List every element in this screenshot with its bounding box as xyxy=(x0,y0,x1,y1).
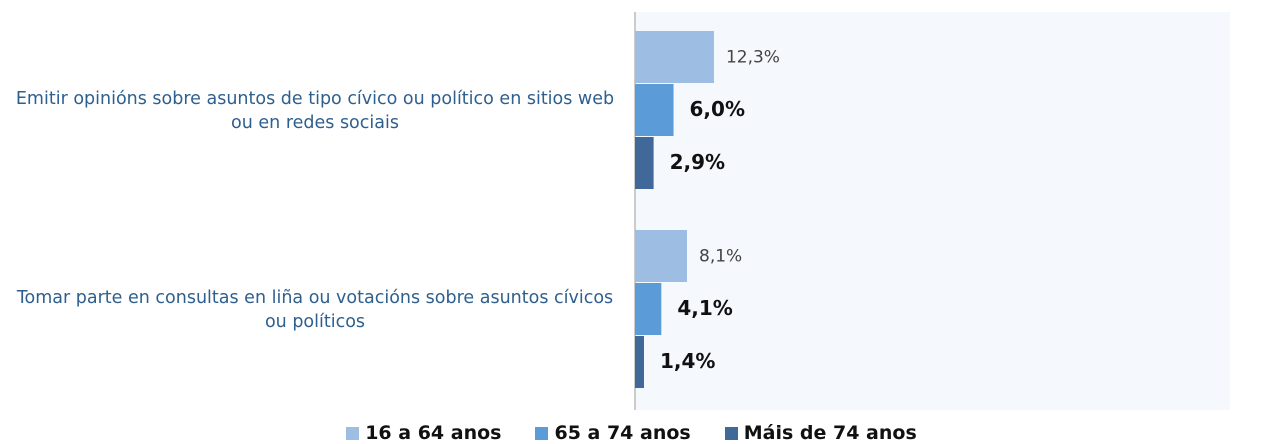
bar xyxy=(635,84,674,136)
legend-label: 65 a 74 anos xyxy=(554,422,691,444)
legend-label: Máis de 74 anos xyxy=(743,422,917,444)
category-label: Tomar parte en consultas en liña ou vota… xyxy=(16,287,614,332)
value-label: 8,1% xyxy=(699,247,742,267)
bar xyxy=(635,137,654,189)
legend-label: 16 a 64 anos xyxy=(365,422,502,444)
legend-item: 16 a 64 anos xyxy=(346,422,501,444)
legend-item: 65 a 74 anos xyxy=(535,422,691,444)
value-label: 1,4% xyxy=(660,349,715,373)
legend-swatch xyxy=(346,426,360,440)
value-label: 2,9% xyxy=(670,150,725,174)
value-label: 12,3% xyxy=(726,48,780,68)
bar xyxy=(635,230,688,282)
legend-swatch xyxy=(535,426,549,440)
bar xyxy=(635,336,644,388)
bar xyxy=(635,283,662,335)
category-label: Emitir opinións sobre asuntos de tipo cí… xyxy=(15,88,615,133)
value-label: 6,0% xyxy=(690,97,745,121)
bar xyxy=(635,31,714,83)
legend-item: Máis de 74 anos xyxy=(724,422,917,444)
legend: 16 a 64 anos 65 a 74 anos Máis de 74 anos xyxy=(0,422,1263,444)
legend-swatch xyxy=(724,426,738,440)
plot-background xyxy=(635,12,1230,410)
value-label: 4,1% xyxy=(677,296,732,320)
